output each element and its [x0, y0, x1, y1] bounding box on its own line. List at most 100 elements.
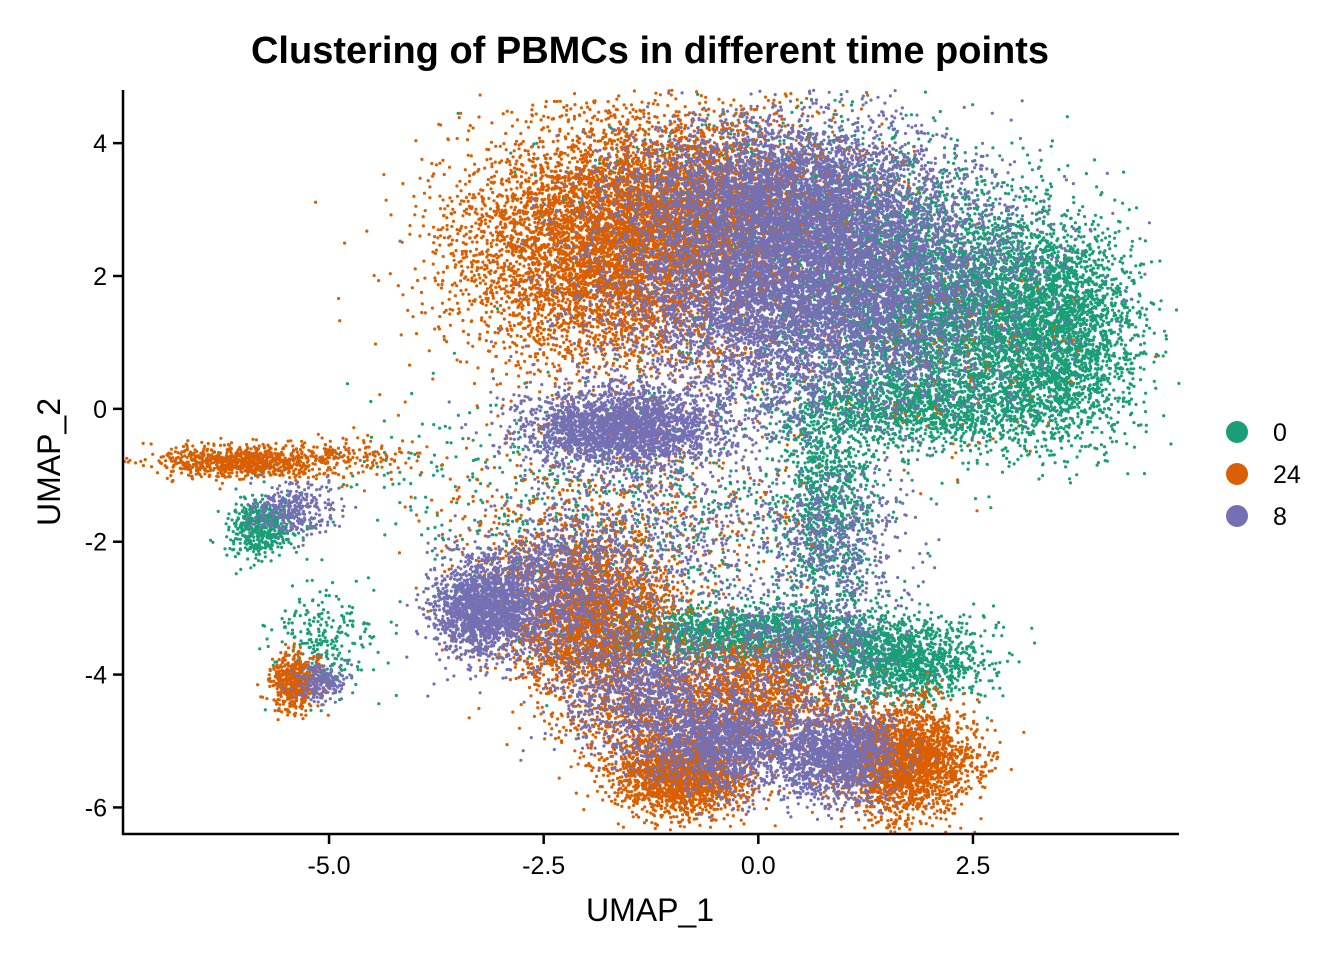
- point: [1007, 192, 1011, 196]
- point: [1034, 212, 1038, 216]
- point: [964, 228, 968, 232]
- point: [1057, 271, 1061, 275]
- point: [1122, 170, 1126, 174]
- point: [1034, 201, 1039, 205]
- point: [1020, 175, 1024, 179]
- point: [1030, 168, 1034, 172]
- point: [1022, 324, 1026, 328]
- point: [921, 346, 925, 350]
- point: [1174, 308, 1179, 312]
- point: [953, 147, 957, 151]
- point: [909, 113, 914, 117]
- point: [1095, 293, 1099, 297]
- point: [1145, 307, 1149, 311]
- point: [947, 339, 951, 343]
- point: [833, 98, 837, 102]
- point: [1107, 421, 1111, 425]
- point: [819, 321, 823, 325]
- point: [1047, 197, 1051, 201]
- point: [955, 171, 959, 175]
- point: [1108, 240, 1112, 244]
- point: [950, 270, 954, 274]
- point: [993, 351, 997, 355]
- point: [1062, 235, 1066, 239]
- point: [1041, 178, 1045, 182]
- point: [1127, 208, 1131, 212]
- point: [998, 389, 1002, 394]
- point: [937, 371, 941, 375]
- point: [1043, 393, 1047, 398]
- point: [909, 315, 913, 319]
- point: [951, 184, 955, 188]
- point: [768, 361, 773, 365]
- point: [944, 250, 948, 254]
- point: [987, 266, 991, 270]
- point: [1010, 141, 1014, 145]
- point: [936, 256, 940, 260]
- point: [1158, 307, 1162, 311]
- point: [495, 307, 500, 311]
- point: [943, 146, 947, 150]
- point: [987, 236, 992, 240]
- point: [1049, 449, 1053, 453]
- point: [879, 340, 883, 344]
- point: [1022, 198, 1027, 202]
- point: [1119, 256, 1124, 260]
- point: [934, 201, 938, 205]
- point: [1121, 201, 1125, 205]
- point: [1122, 254, 1126, 258]
- point: [849, 103, 854, 107]
- point: [959, 444, 963, 448]
- point: [1130, 239, 1134, 243]
- point: [961, 461, 965, 465]
- point: [966, 425, 970, 430]
- point: [963, 188, 967, 192]
- point: [946, 160, 950, 164]
- point: [954, 249, 958, 253]
- point: [970, 219, 974, 223]
- point: [1011, 235, 1015, 239]
- point: [918, 378, 922, 382]
- point: [893, 393, 898, 398]
- point: [942, 193, 946, 197]
- point: [984, 444, 988, 448]
- point: [1119, 342, 1123, 346]
- point: [886, 442, 891, 446]
- point: [1016, 401, 1020, 405]
- point: [1100, 191, 1104, 195]
- point: [953, 176, 957, 180]
- point: [946, 245, 950, 249]
- point: [1023, 194, 1027, 198]
- point: [901, 444, 905, 448]
- point: [958, 216, 962, 220]
- point: [960, 207, 964, 211]
- point: [1002, 246, 1006, 250]
- point: [1001, 429, 1006, 433]
- point: [1110, 440, 1114, 444]
- point: [1025, 252, 1030, 257]
- point: [1093, 227, 1097, 231]
- point: [1066, 244, 1070, 248]
- point: [1037, 210, 1041, 214]
- point: [906, 151, 910, 155]
- point: [910, 196, 914, 200]
- point: [983, 183, 987, 187]
- point: [1108, 436, 1112, 440]
- point: [1092, 158, 1097, 162]
- point: [851, 122, 855, 126]
- point: [1016, 252, 1021, 256]
- point: [1141, 334, 1145, 338]
- point: [1003, 380, 1007, 384]
- point: [869, 163, 874, 168]
- point: [924, 428, 928, 432]
- point: [948, 364, 952, 369]
- point: [995, 228, 999, 232]
- point: [994, 440, 998, 444]
- point: [986, 226, 990, 230]
- point: [880, 364, 884, 368]
- point: [991, 333, 995, 337]
- point: [936, 180, 940, 184]
- point: [1113, 231, 1117, 235]
- point: [1089, 264, 1093, 268]
